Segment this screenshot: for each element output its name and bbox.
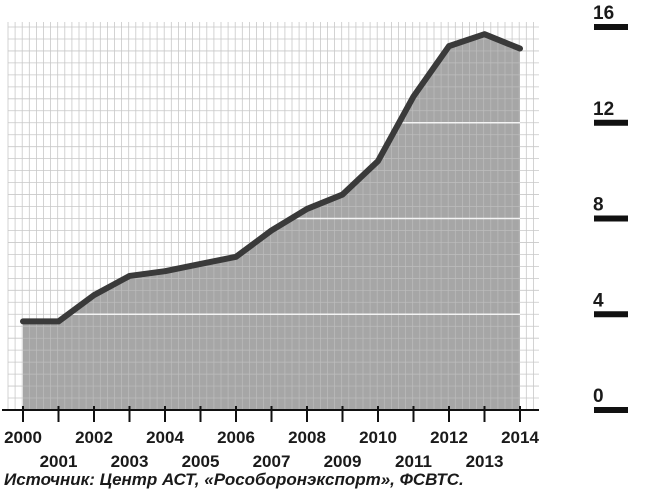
x-tick-label: 2007 bbox=[253, 452, 291, 471]
x-tick-label: 2010 bbox=[359, 428, 397, 447]
y-tick-label: 12 bbox=[593, 99, 614, 120]
y-tick-label: 0 bbox=[593, 386, 604, 407]
x-tick-label: 2009 bbox=[324, 452, 362, 471]
y-tick-label: 4 bbox=[593, 290, 604, 311]
y-axis: 0 4 8 12 16 bbox=[593, 3, 628, 413]
x-tick-label: 2003 bbox=[111, 452, 149, 471]
x-tick-label: 2012 bbox=[430, 428, 468, 447]
y-tick-label: 16 bbox=[593, 3, 614, 24]
y-tick-bar bbox=[594, 215, 628, 222]
y-tick-bar bbox=[594, 119, 628, 126]
x-tick-label: 2004 bbox=[146, 428, 184, 447]
x-tick-label: 2008 bbox=[288, 428, 326, 447]
x-tick-label: 2000 bbox=[4, 428, 42, 447]
source-note: Источник: Центр АСТ, «Рособоронэкспорт»,… bbox=[4, 470, 464, 489]
x-tick-label: 2006 bbox=[217, 428, 255, 447]
area-fill bbox=[23, 34, 520, 411]
y-tick-bar bbox=[594, 24, 628, 30]
y-tick-bar bbox=[594, 407, 628, 413]
y-tick-bar bbox=[594, 311, 628, 318]
x-tick-label: 2005 bbox=[182, 452, 220, 471]
y-tick-label: 8 bbox=[593, 195, 604, 216]
x-tick-label: 2002 bbox=[75, 428, 113, 447]
x-tick-label: 2013 bbox=[466, 452, 504, 471]
x-tick-label: 2014 bbox=[501, 428, 539, 447]
series-line bbox=[20, 31, 523, 325]
x-tick-label: 2011 bbox=[395, 452, 432, 471]
x-axis: 2000 2002 2004 2006 2008 2010 2012 2014 2001 2003… bbox=[2, 406, 539, 471]
x-tick-label: 2001 bbox=[40, 452, 78, 471]
